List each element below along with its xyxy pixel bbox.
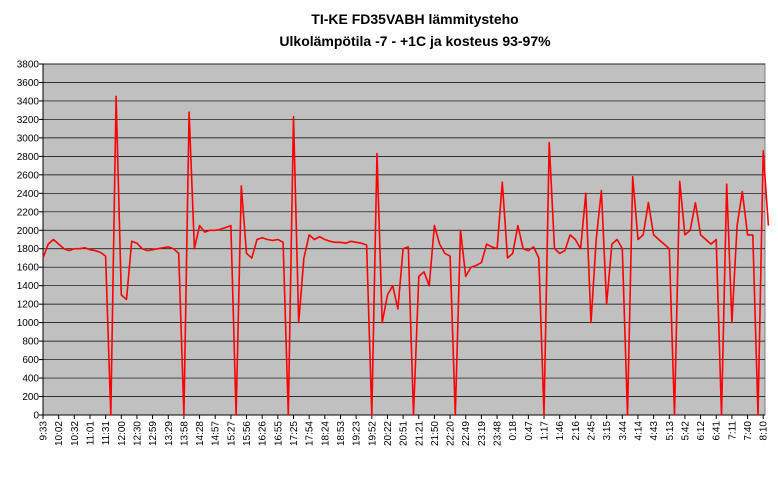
x-tick-label: 23:48 xyxy=(493,421,504,446)
x-tick-label: 2:45 xyxy=(586,421,597,441)
y-tick-label: 3600 xyxy=(17,78,40,89)
y-tick-label: 2600 xyxy=(17,170,40,181)
y-tick-label: 200 xyxy=(22,392,39,403)
y-tick-label: 3200 xyxy=(17,115,40,126)
series-line xyxy=(42,95,770,416)
y-tick-label: 800 xyxy=(22,337,39,348)
x-tick-label: 7:40 xyxy=(743,421,754,441)
x-tick-label: 20:22 xyxy=(383,421,394,446)
y-tick-label: 2400 xyxy=(17,189,40,200)
x-tick-label: 12:00 xyxy=(117,421,128,446)
y-tick-label: 1600 xyxy=(17,263,40,274)
x-tick-label: 13:29 xyxy=(164,421,175,446)
x-tick-label: 18:53 xyxy=(336,421,347,446)
x-tick-label: 7:11 xyxy=(727,421,738,440)
x-tick-label: 21:50 xyxy=(430,421,441,446)
x-tick-label: 6:41 xyxy=(712,421,723,441)
x-tick-label: 3:44 xyxy=(618,421,629,441)
x-tick-label: 16:55 xyxy=(273,421,284,446)
x-tick-label: 0:47 xyxy=(524,421,535,441)
y-tick-label: 2800 xyxy=(17,152,40,163)
x-tick-label: 21:21 xyxy=(414,421,425,446)
x-tick-label: 12:59 xyxy=(148,421,159,446)
x-tick-label: 19:52 xyxy=(367,421,378,446)
y-tick-label: 2200 xyxy=(17,207,40,218)
x-tick-label: 6:12 xyxy=(696,421,707,441)
x-tick-label: 10:32 xyxy=(70,421,81,446)
x-tick-label: 9:33 xyxy=(39,421,50,441)
x-tick-label: 22:49 xyxy=(461,421,472,446)
x-tick-label: 19:23 xyxy=(352,421,363,446)
x-tick-label: 2:16 xyxy=(571,421,582,441)
y-tick-label: 400 xyxy=(22,374,39,385)
plot-area xyxy=(42,63,766,416)
x-tick-label: 5:42 xyxy=(680,421,691,441)
x-tick-label: 1:17 xyxy=(540,421,551,441)
x-tick-label: 20:51 xyxy=(399,421,410,446)
y-tick-label: 600 xyxy=(22,355,39,366)
x-tick-label: 16:26 xyxy=(258,421,269,446)
x-tick-label: 1:46 xyxy=(555,421,566,441)
x-tick-label: 4:43 xyxy=(649,421,660,441)
x-tick-label: 11:31 xyxy=(101,421,112,446)
x-tick-label: 11:01 xyxy=(85,421,96,446)
x-tick-label: 23:19 xyxy=(477,421,488,446)
x-tick-label: 17:25 xyxy=(289,421,300,446)
y-tick-label: 1200 xyxy=(17,300,40,311)
x-tick-label: 22:20 xyxy=(446,421,457,446)
x-tick-label: 17:54 xyxy=(305,421,316,446)
y-tick-label: 3000 xyxy=(17,133,40,144)
chart-title: TI-KE FD35VABH lämmitysteho xyxy=(311,11,518,27)
x-tick-label: 13:58 xyxy=(179,421,190,446)
x-tick-label: 14:57 xyxy=(211,421,222,446)
y-tick-label: 1000 xyxy=(17,318,40,329)
x-tick-label: 5:13 xyxy=(665,421,676,441)
y-tick-label: 1400 xyxy=(17,281,40,292)
x-tick-label: 4:14 xyxy=(633,421,644,441)
y-tick-label: 0 xyxy=(33,411,39,422)
x-tick-label: 18:24 xyxy=(320,421,331,446)
y-tick-label: 3800 xyxy=(17,60,40,71)
y-tick-label: 3400 xyxy=(17,96,40,107)
x-tick-label: 0:18 xyxy=(508,421,519,441)
x-tick-label: 10:02 xyxy=(54,421,65,446)
y-tick-label: 2000 xyxy=(17,226,40,237)
x-tick-label: 12:30 xyxy=(132,421,143,446)
x-tick-label: 15:27 xyxy=(226,421,237,446)
chart-subtitle: Ulkolämpötila -7 - +1C ja kosteus 93-97% xyxy=(279,33,551,49)
y-tick-label: 1800 xyxy=(17,244,40,255)
x-tick-label: 8:10 xyxy=(759,421,770,441)
x-tick-label: 15:56 xyxy=(242,421,253,446)
x-tick-label: 3:15 xyxy=(602,421,613,441)
x-tick-label: 14:28 xyxy=(195,421,206,446)
